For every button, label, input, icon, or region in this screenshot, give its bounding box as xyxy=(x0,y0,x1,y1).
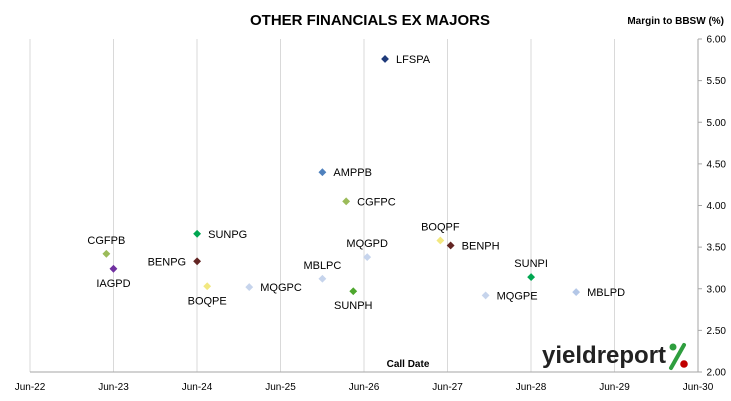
y-axis-label: Margin to BBSW (%) xyxy=(627,16,724,27)
x-tick-label: Jun-25 xyxy=(265,382,296,393)
percent-icon xyxy=(669,343,688,370)
point-label-boqpe: BOQPE xyxy=(188,295,227,307)
x-tick-labels: Jun-22 Jun-23 Jun-24 Jun-25 Jun-26 Jun-27 Jun-… xyxy=(15,382,714,393)
data-point-lfspa xyxy=(381,55,389,63)
point-label-mblpd: MBLPD xyxy=(587,287,625,299)
x-tick-label: Jun-24 xyxy=(182,382,213,393)
data-point-mqgpe xyxy=(481,291,490,300)
data-point-mqgpd xyxy=(363,253,372,262)
y-tick-label: 5.50 xyxy=(707,76,727,87)
point-label-sunph: SUNPH xyxy=(334,300,373,312)
point-label-mblpc: MBLPC xyxy=(303,260,341,272)
logo-text: yieldreport xyxy=(542,342,666,369)
data-point-boqpe xyxy=(203,282,212,291)
axes xyxy=(30,38,702,373)
point-label-mqgpc: MQGPC xyxy=(260,282,302,294)
y-tick-label: 3.50 xyxy=(707,243,727,254)
yieldreport-logo: yieldreport xyxy=(542,342,688,370)
x-tick-label: Jun-29 xyxy=(599,382,630,393)
point-label-benpg: BENPG xyxy=(148,256,187,268)
x-tick-label: Jun-22 xyxy=(15,382,46,393)
data-point-benph xyxy=(446,241,455,250)
point-label-iagpd: IAGPD xyxy=(96,278,130,290)
data-point-iagpd xyxy=(109,264,118,273)
point-label-cgfpc: CGFPC xyxy=(357,196,396,208)
data-point-cgfpb xyxy=(102,249,111,258)
point-label-lfspa: LFSPA xyxy=(396,54,431,66)
y-tick-labels: 2.00 2.50 3.00 3.50 4.00 4.50 5.00 5.50 6.00 xyxy=(707,35,727,379)
x-axis-label: Call Date xyxy=(387,359,430,370)
x-tick-label: Jun-26 xyxy=(349,382,380,393)
y-tick-label: 2.00 xyxy=(707,368,727,379)
point-label-boqpf: BOQPF xyxy=(421,221,460,233)
point-label-mqgpe: MQGPE xyxy=(497,290,538,302)
data-point-boqpf xyxy=(436,236,445,245)
y-tick-label: 4.50 xyxy=(707,159,727,170)
x-tick-label: Jun-23 xyxy=(98,382,129,393)
x-tick-label: Jun-28 xyxy=(516,382,547,393)
y-tick-label: 4.00 xyxy=(707,201,727,212)
x-tick-label: Jun-30 xyxy=(683,382,714,393)
data-point-sunph xyxy=(349,287,358,296)
y-tick-label: 3.00 xyxy=(707,284,727,295)
chart-title: OTHER FINANCIALS EX MAJORS xyxy=(250,12,490,29)
point-label-amppb: AMPPB xyxy=(333,167,372,179)
data-point-amppb xyxy=(318,168,327,177)
y-tick-label: 5.00 xyxy=(707,118,727,129)
x-tick-label: Jun-27 xyxy=(432,382,463,393)
point-label-mqgpd: MQGPD xyxy=(346,238,388,250)
data-point-sunpg xyxy=(193,229,202,238)
point-label-sunpg: SUNPG xyxy=(208,229,247,241)
point-label-benph: BENPH xyxy=(462,240,500,252)
data-point-sunpi xyxy=(527,273,536,282)
data-point-mblpd xyxy=(572,288,581,297)
point-label-cgfpb: CGFPB xyxy=(87,235,125,247)
data-point-benpg xyxy=(193,257,202,266)
data-points xyxy=(102,55,581,300)
data-point-mblpc xyxy=(318,274,327,283)
point-label-sunpi: SUNPI xyxy=(514,258,548,270)
data-point-mqgpc xyxy=(245,283,254,292)
data-point-cgfpc xyxy=(342,197,351,206)
y-tick-label: 6.00 xyxy=(707,35,727,46)
y-tick-label: 2.50 xyxy=(707,326,727,337)
